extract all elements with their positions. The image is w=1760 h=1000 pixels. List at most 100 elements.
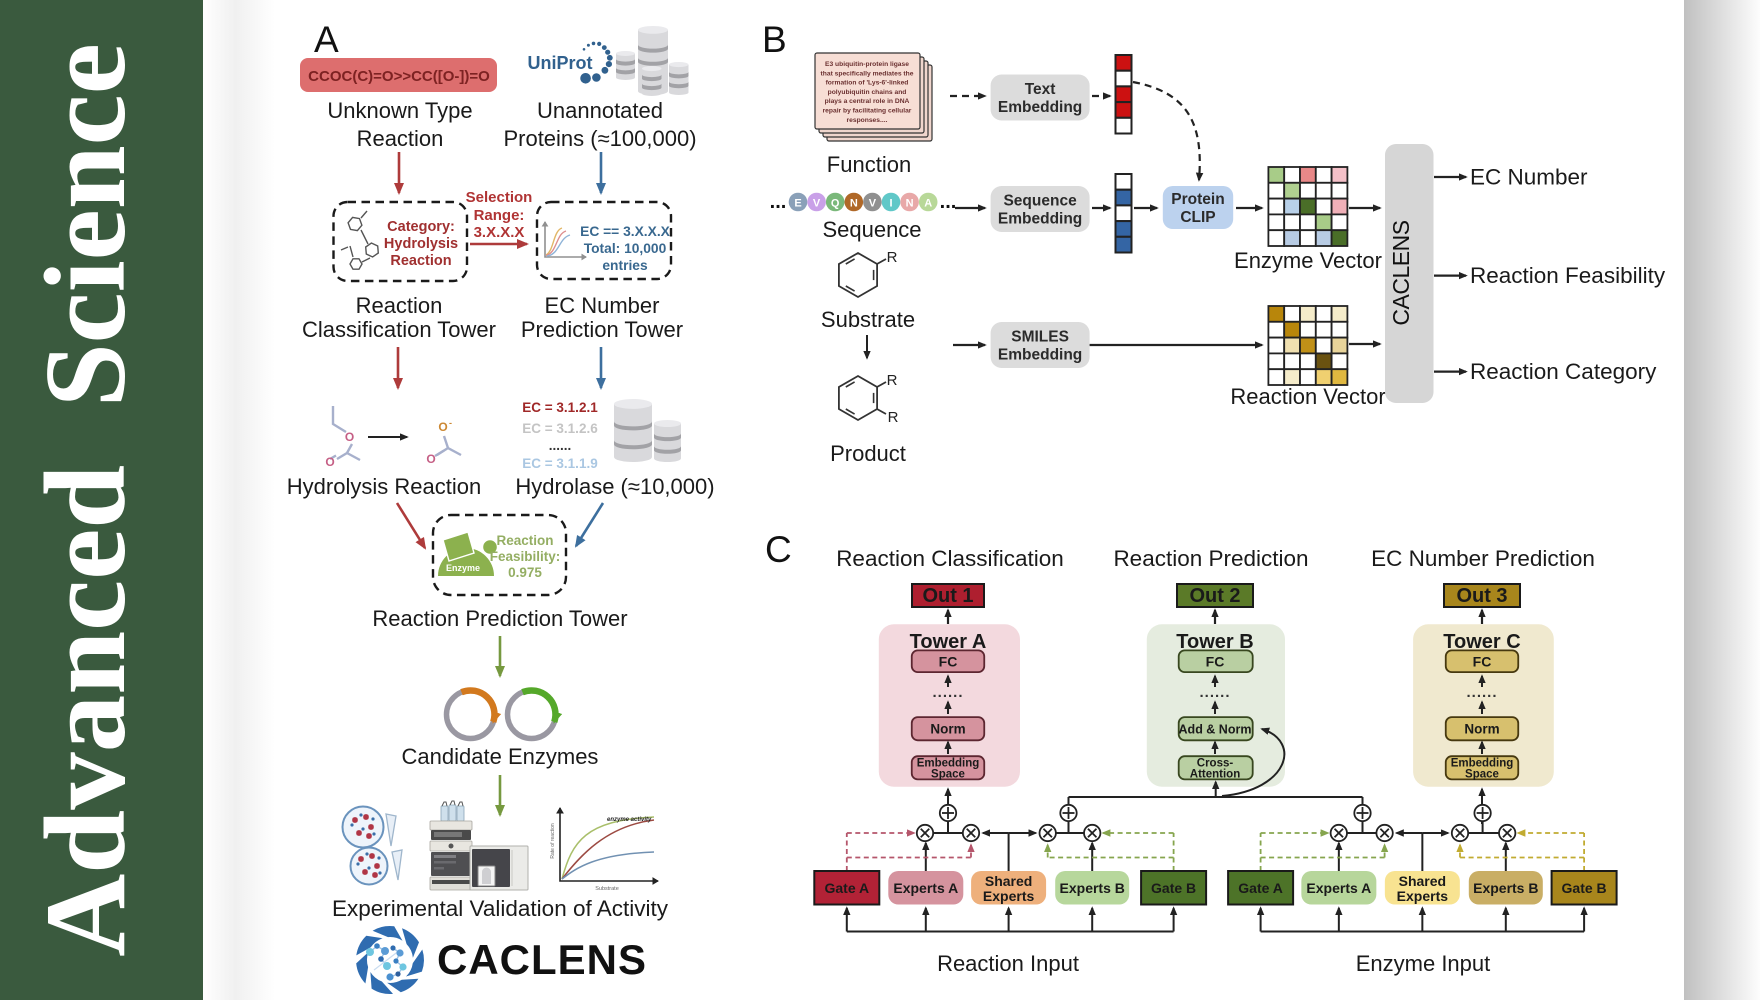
svg-text:Gate A: Gate A — [1238, 880, 1283, 896]
svg-text:Reaction Feasibility: Reaction Feasibility — [1470, 263, 1666, 288]
svg-text:Experts B: Experts B — [1060, 880, 1125, 896]
svg-text:Experts A: Experts A — [1306, 880, 1371, 896]
svg-text:Unknown Type: Unknown Type — [327, 98, 472, 123]
svg-text:N: N — [850, 198, 858, 210]
svg-text:Enzyme Vector: Enzyme Vector — [1234, 248, 1382, 273]
svg-text:......: ...... — [1199, 684, 1230, 701]
svg-text:EC Number: EC Number — [545, 293, 660, 318]
svg-text:I: I — [889, 198, 892, 210]
svg-text:EC Number: EC Number — [1470, 165, 1588, 190]
svg-text:UniProt: UniProt — [528, 53, 593, 73]
svg-text:Norm: Norm — [1464, 722, 1499, 737]
svg-text:entries: entries — [602, 258, 648, 273]
svg-text:N: N — [906, 198, 914, 210]
svg-text:responses....: responses.... — [847, 117, 888, 124]
svg-text:Experts: Experts — [983, 888, 1035, 904]
svg-text:Shared: Shared — [1399, 873, 1446, 889]
svg-text:CACLENS: CACLENS — [1388, 220, 1414, 325]
svg-text:Reaction: Reaction — [357, 126, 444, 151]
svg-text:O: O — [345, 430, 354, 444]
svg-text:Rate of reaction: Rate of reaction — [550, 823, 556, 859]
svg-text:polyubiquitin chains and: polyubiquitin chains and — [828, 89, 907, 96]
svg-text:Gate B: Gate B — [1151, 880, 1196, 896]
svg-text:-: - — [449, 418, 452, 428]
svg-text:Space: Space — [931, 769, 965, 781]
svg-text:Proteins (≈100,000): Proteins (≈100,000) — [503, 126, 696, 151]
svg-text:Experts B: Experts B — [1473, 880, 1538, 896]
svg-text:......: ...... — [549, 438, 572, 453]
svg-text:E3 ubiquitin-protein ligase: E3 ubiquitin-protein ligase — [825, 61, 909, 68]
svg-text:Tower C: Tower C — [1443, 631, 1520, 653]
svg-text:Experts: Experts — [1397, 888, 1449, 904]
svg-text:Norm: Norm — [930, 722, 965, 737]
svg-text:CLIP: CLIP — [1180, 209, 1215, 226]
svg-text:Out 3: Out 3 — [1456, 585, 1507, 607]
svg-text:Reaction: Reaction — [390, 253, 451, 269]
svg-text:Product: Product — [830, 441, 906, 466]
svg-text:A: A — [924, 198, 932, 210]
svg-text:......: ...... — [1466, 684, 1497, 701]
svg-text:A: A — [314, 19, 339, 60]
svg-text:O: O — [438, 420, 447, 434]
svg-text:Out 1: Out 1 — [922, 585, 973, 607]
svg-text:O: O — [426, 452, 435, 466]
svg-text:SMILES: SMILES — [1011, 329, 1069, 346]
svg-text:enzyme activity: enzyme activity — [607, 817, 652, 823]
svg-text:R: R — [887, 372, 898, 389]
svg-text:Sequence: Sequence — [1003, 193, 1077, 210]
svg-text:EC == 3.X.X.X: EC == 3.X.X.X — [580, 224, 671, 239]
svg-text:Q: Q — [831, 198, 840, 210]
svg-text:Embedding: Embedding — [998, 347, 1082, 364]
svg-text:EC = 3.1.2.6: EC = 3.1.2.6 — [522, 421, 598, 436]
svg-text:Hydrolysis Reaction: Hydrolysis Reaction — [287, 474, 481, 499]
svg-text:......: ...... — [932, 684, 963, 701]
svg-text:Tower B: Tower B — [1176, 631, 1253, 653]
svg-text:EC = 3.1.1.9: EC = 3.1.1.9 — [522, 456, 597, 471]
svg-text:Unannotated: Unannotated — [537, 98, 663, 123]
svg-text:that specifically mediates the: that specifically mediates the — [821, 70, 914, 77]
svg-text:Protein: Protein — [1171, 191, 1224, 208]
svg-text:3.X.X.X: 3.X.X.X — [474, 224, 525, 241]
svg-text:Hydrolase (≈10,000): Hydrolase (≈10,000) — [515, 474, 714, 499]
svg-text:Embedding: Embedding — [998, 211, 1082, 228]
svg-text:Embedding: Embedding — [1451, 758, 1514, 770]
svg-text:FC: FC — [1473, 654, 1492, 670]
svg-text:Prediction Tower: Prediction Tower — [521, 317, 683, 342]
svg-text:FC: FC — [1206, 654, 1225, 670]
svg-text:V: V — [869, 198, 877, 210]
svg-text:Add & Norm: Add & Norm — [1179, 723, 1252, 737]
svg-text:Reaction: Reaction — [356, 293, 443, 318]
svg-text:Substrate: Substrate — [821, 307, 915, 332]
svg-text:CCOC(C)=O>>CC([O-])=O: CCOC(C)=O>>CC([O-])=O — [308, 68, 490, 85]
svg-text:Reaction Vector: Reaction Vector — [1230, 384, 1385, 409]
svg-text:O: O — [325, 455, 334, 469]
svg-text:E: E — [794, 198, 801, 210]
svg-text:Category:: Category: — [387, 219, 455, 235]
svg-text:Sequence: Sequence — [822, 217, 921, 242]
svg-text:Text: Text — [1025, 81, 1056, 98]
svg-text:EC = 3.1.2.1: EC = 3.1.2.1 — [522, 400, 598, 415]
svg-text:EC Number Prediction: EC Number Prediction — [1371, 546, 1595, 571]
svg-text:R: R — [887, 249, 898, 266]
svg-text:Reaction Input: Reaction Input — [937, 951, 1079, 976]
svg-text:Attention: Attention — [1190, 769, 1240, 781]
svg-text:Shared: Shared — [985, 873, 1032, 889]
svg-text:Enzyme: Enzyme — [446, 563, 480, 573]
svg-text:R: R — [888, 409, 899, 426]
svg-text:formation of 'Lys-6'-linked: formation of 'Lys-6'-linked — [826, 80, 909, 87]
svg-text:...: ... — [940, 191, 957, 213]
svg-text:V: V — [813, 198, 821, 210]
svg-text:Embedding: Embedding — [917, 758, 980, 770]
svg-text:Hydrolysis: Hydrolysis — [384, 236, 458, 252]
svg-text:C: C — [765, 529, 792, 570]
svg-text:Reaction Prediction: Reaction Prediction — [1113, 546, 1308, 571]
svg-text:Reaction Category: Reaction Category — [1470, 359, 1657, 384]
svg-text:Experimental Validation of Act: Experimental Validation of Activity — [332, 896, 669, 921]
svg-text:Selection: Selection — [466, 189, 533, 206]
svg-text:0.975: 0.975 — [508, 565, 542, 580]
svg-text:Experts A: Experts A — [893, 880, 958, 896]
svg-text:Tower A: Tower A — [910, 631, 987, 653]
svg-text:...: ... — [770, 191, 787, 213]
svg-text:Total: 10,000: Total: 10,000 — [584, 241, 667, 256]
svg-text:FC: FC — [939, 654, 958, 670]
